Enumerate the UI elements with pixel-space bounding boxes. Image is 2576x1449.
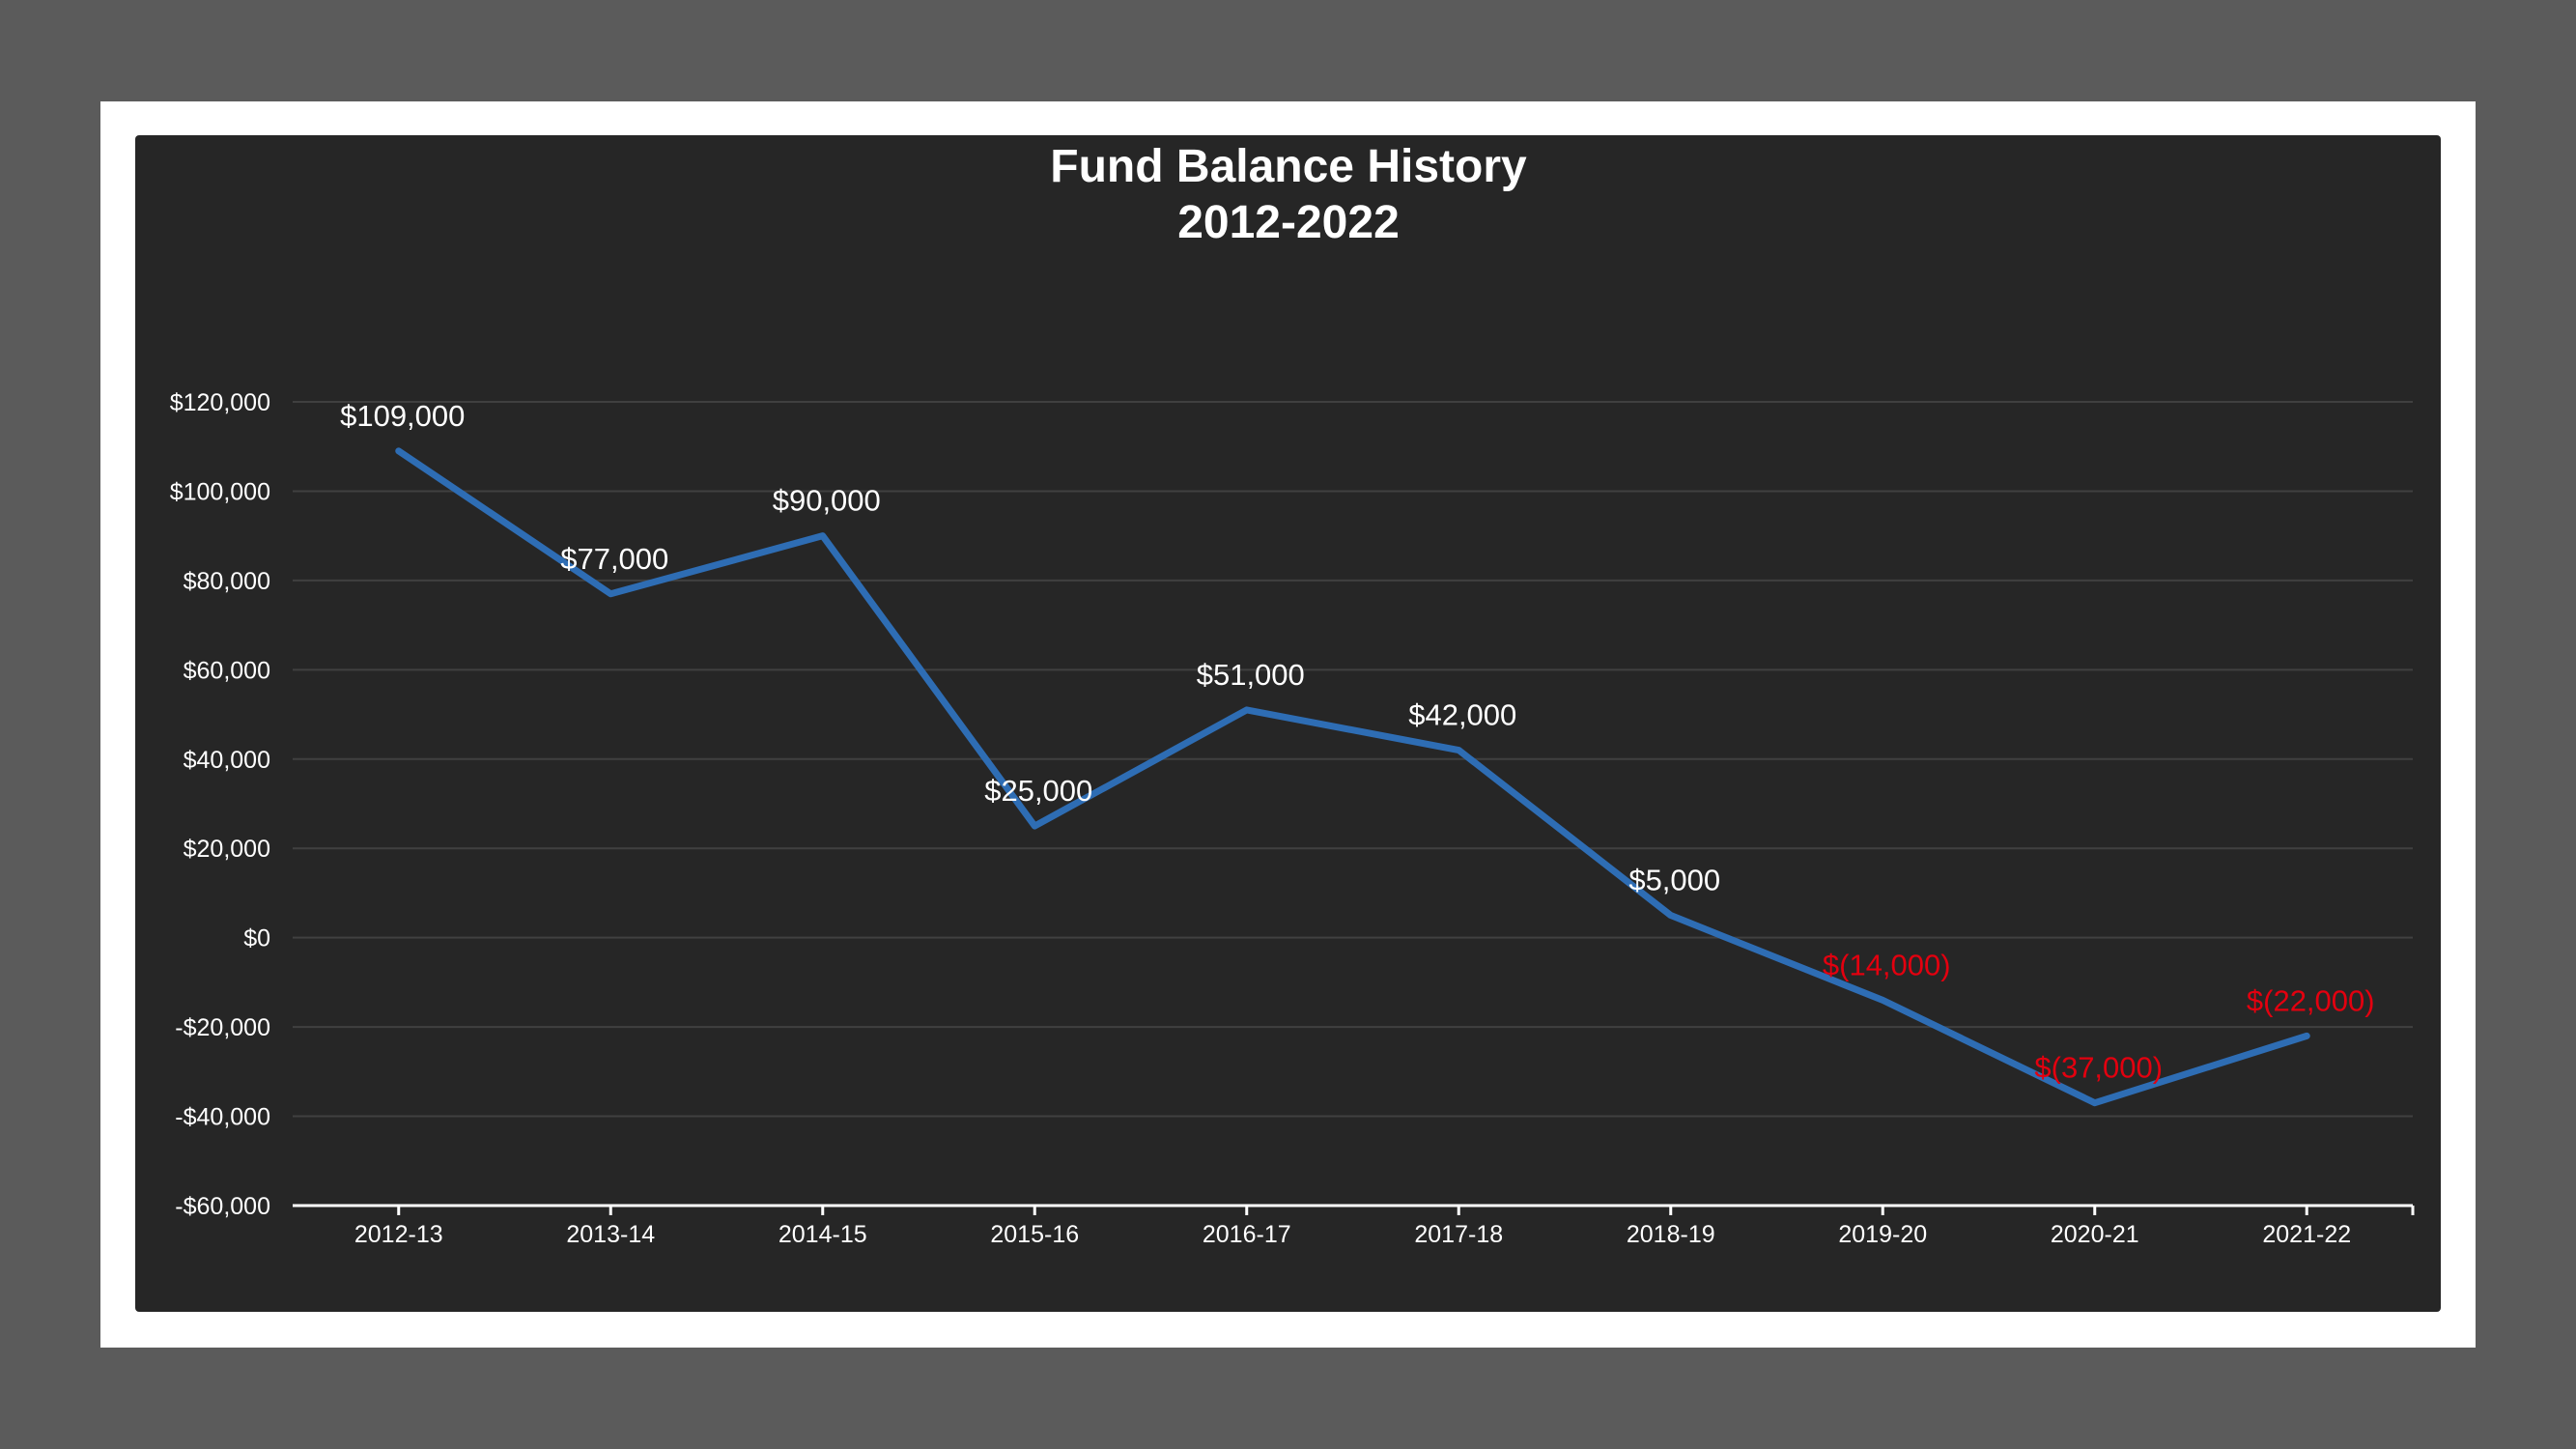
x-axis-ticks: 2012-13 2013-14 2014-15 2015-16 2016-17 2017-… bbox=[354, 1221, 2351, 1248]
y-tick-label: -$40,000 bbox=[175, 1104, 270, 1131]
y-tick-label: $60,000 bbox=[184, 657, 270, 684]
y-axis-ticks: $120,000 $100,000 $80,000 $60,000 $40,000 $20… bbox=[170, 389, 270, 1220]
data-label: $109,000 bbox=[340, 399, 465, 433]
y-tick-label: -$20,000 bbox=[175, 1014, 270, 1041]
data-label: $(22,000) bbox=[2247, 983, 2375, 1017]
fund-balance-series bbox=[395, 447, 2310, 1107]
data-label: $51,000 bbox=[1197, 658, 1305, 692]
y-tick-label: $100,000 bbox=[170, 478, 270, 505]
data-label: $(37,000) bbox=[2034, 1051, 2163, 1085]
chart-subtitle: 2012-2022 bbox=[1177, 197, 1400, 248]
y-tick-label: $40,000 bbox=[184, 747, 270, 774]
x-tick-label: 2018-19 bbox=[1627, 1221, 1715, 1248]
y-tick-label: $20,000 bbox=[184, 836, 270, 863]
x-tick-label: 2015-16 bbox=[990, 1221, 1079, 1248]
fund-balance-line-chart: Fund Balance History 2012-2022 $120,000$… bbox=[170, 141, 2415, 1248]
chart-panel: Fund Balance History 2012-2022 $120,000 $… bbox=[135, 135, 2441, 1312]
x-tick-label: 2013-14 bbox=[566, 1221, 655, 1248]
x-tick-label: 2021-22 bbox=[2262, 1221, 2351, 1248]
chart-title: Fund Balance History bbox=[1050, 141, 1527, 192]
data-label: $(14,000) bbox=[1823, 948, 1951, 981]
y-tick-label: $80,000 bbox=[184, 568, 270, 595]
data-label: $77,000 bbox=[560, 542, 668, 576]
y-tick-label: $120,000 bbox=[170, 389, 270, 416]
data-label: $42,000 bbox=[1408, 698, 1516, 732]
x-axis bbox=[293, 1204, 2415, 1215]
data-label: $25,000 bbox=[984, 774, 1092, 808]
series-line bbox=[395, 447, 2310, 1107]
data-label: $5,000 bbox=[1628, 864, 1720, 897]
x-tick-label: 2014-15 bbox=[778, 1221, 867, 1248]
gridlines bbox=[293, 401, 2413, 1118]
x-tick-label: 2019-20 bbox=[1838, 1221, 1927, 1248]
y-tick-label: -$60,000 bbox=[175, 1193, 270, 1220]
x-tick-label: 2017-18 bbox=[1414, 1221, 1503, 1248]
x-tick-label: 2016-17 bbox=[1203, 1221, 1291, 1248]
x-tick-label: 2020-21 bbox=[2051, 1221, 2139, 1248]
x-tick-label: 2012-13 bbox=[354, 1221, 443, 1248]
y-tick-label: $0 bbox=[243, 925, 270, 952]
data-label: $90,000 bbox=[773, 484, 881, 518]
data-labels: $109,000 $77,000 $90,000 $25,000 $51,000 $42,… bbox=[340, 399, 2375, 1085]
chart-frame: Fund Balance History 2012-2022 $120,000 $… bbox=[100, 101, 2476, 1348]
